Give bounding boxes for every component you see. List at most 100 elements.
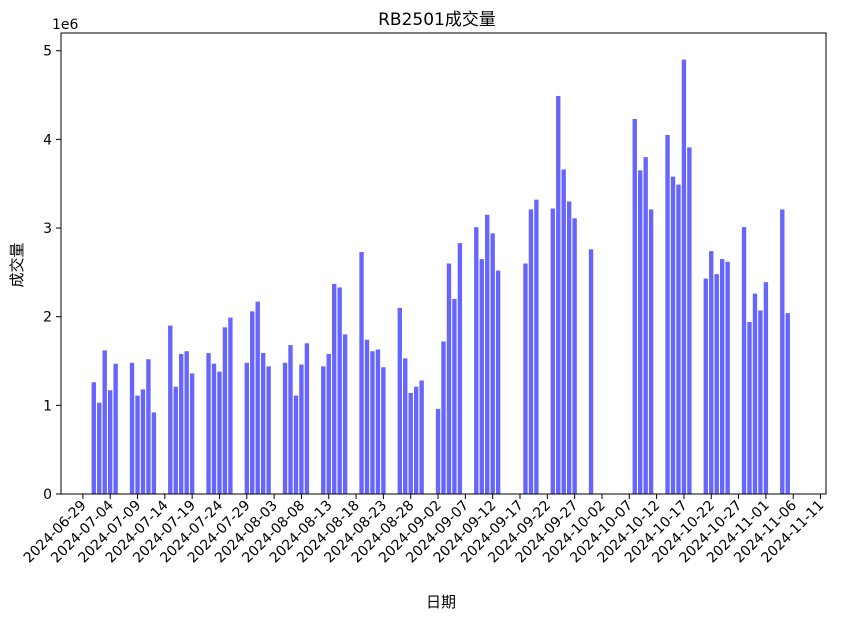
bar <box>780 209 785 495</box>
bar <box>588 249 594 494</box>
bar <box>725 261 730 494</box>
bar <box>495 270 501 494</box>
bar <box>638 170 643 494</box>
bar <box>561 169 566 494</box>
bar <box>211 363 217 494</box>
bar <box>419 380 424 494</box>
bar <box>337 287 342 494</box>
y-tick-label: 1 <box>43 398 52 414</box>
bar <box>523 263 528 494</box>
bar <box>129 362 135 494</box>
bar <box>714 274 719 494</box>
bar <box>687 147 692 495</box>
bar <box>107 390 113 494</box>
bar <box>490 233 495 495</box>
y-tick-label: 4 <box>43 132 52 148</box>
bar <box>435 408 441 494</box>
bar <box>632 118 637 495</box>
y-offset-label: 1e6 <box>52 17 79 33</box>
bar <box>332 283 337 494</box>
x-axis: 2024-06-292024-07-042024-07-092024-07-14… <box>21 494 827 566</box>
bar <box>146 359 151 494</box>
bar <box>572 218 577 495</box>
plot-frame <box>60 32 827 495</box>
bar <box>102 350 107 494</box>
bar <box>179 353 184 494</box>
bar <box>375 349 381 494</box>
bar <box>648 209 654 495</box>
bar <box>321 366 326 494</box>
bar <box>282 362 288 494</box>
bar <box>752 293 758 494</box>
bar <box>408 392 413 494</box>
bar <box>452 298 457 494</box>
bar <box>151 412 157 494</box>
y-axis: 0 1 2 3 4 5 <box>43 44 61 503</box>
bar <box>342 334 348 494</box>
bar <box>556 95 561 494</box>
bars-group <box>91 59 790 495</box>
bar <box>97 402 102 494</box>
bar <box>244 362 249 494</box>
bar <box>741 227 747 494</box>
bar <box>217 371 222 494</box>
bar <box>566 201 572 494</box>
y-tick-label: 2 <box>43 310 52 326</box>
bar <box>140 389 146 494</box>
bar <box>222 327 228 494</box>
bar <box>676 184 681 494</box>
bar <box>288 345 293 494</box>
bar <box>113 363 118 494</box>
bar <box>479 259 484 494</box>
bar <box>643 157 648 494</box>
bar <box>260 353 266 494</box>
bar <box>528 209 534 495</box>
bar <box>173 386 178 494</box>
bar <box>413 386 419 494</box>
bar <box>326 353 331 494</box>
bar <box>293 395 299 494</box>
bar <box>719 259 725 494</box>
bar <box>206 353 211 494</box>
y-tick-label: 0 <box>43 487 52 503</box>
bar <box>403 358 408 494</box>
bar <box>681 59 687 494</box>
bar <box>168 325 173 494</box>
bar <box>250 311 255 494</box>
bar <box>135 395 140 494</box>
bar <box>665 134 670 494</box>
bar <box>228 317 233 494</box>
bar <box>670 176 676 494</box>
bar <box>266 366 271 494</box>
bar <box>370 351 375 494</box>
bar <box>299 364 304 494</box>
bar <box>763 282 769 494</box>
bar <box>703 278 708 494</box>
bar <box>397 307 402 494</box>
bar <box>364 339 370 494</box>
bar <box>474 227 479 494</box>
bar <box>485 214 490 495</box>
bar <box>747 322 752 494</box>
bar <box>534 199 539 495</box>
x-axis-label: 日期 <box>426 593 456 611</box>
bar <box>304 343 310 494</box>
bar <box>91 382 96 494</box>
bar <box>446 263 452 494</box>
bar <box>359 251 364 494</box>
bar <box>381 367 386 494</box>
bar <box>255 301 260 494</box>
chart-title: RB2501成交量 <box>378 10 496 30</box>
bar <box>550 208 555 494</box>
bar <box>709 251 714 494</box>
bar <box>189 373 195 494</box>
bar <box>441 341 446 494</box>
y-axis-label: 成交量 <box>8 242 26 287</box>
bar <box>457 243 463 494</box>
bar <box>785 313 790 494</box>
bar <box>758 310 763 494</box>
bar <box>184 351 189 494</box>
y-tick-label: 3 <box>43 221 52 237</box>
y-tick-label: 5 <box>43 44 52 60</box>
